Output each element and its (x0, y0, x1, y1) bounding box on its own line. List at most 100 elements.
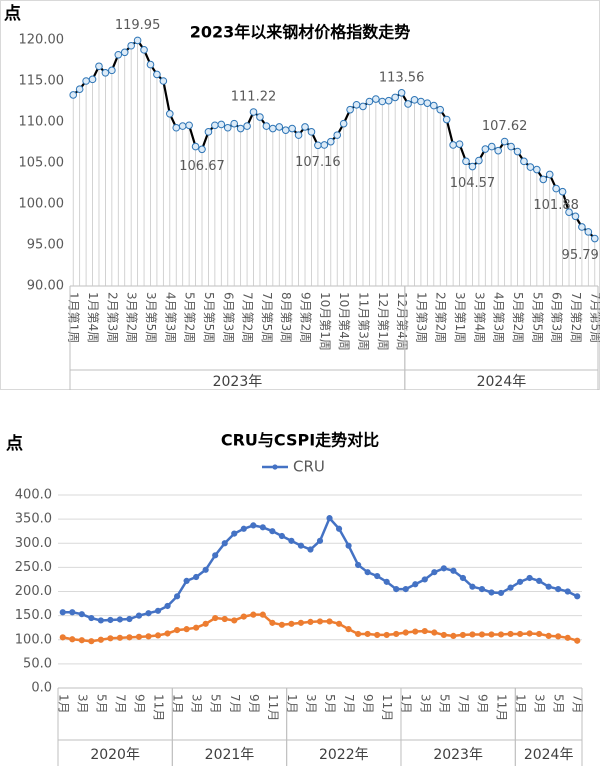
marker (250, 522, 257, 529)
y-tick-label: 50.0 (23, 656, 52, 671)
marker (355, 561, 362, 569)
data-label: 111.22 (231, 89, 277, 104)
marker (481, 145, 490, 153)
y-tick-label: 400.0 (15, 488, 52, 503)
marker (497, 589, 505, 597)
marker (431, 629, 438, 636)
marker (478, 585, 486, 593)
marker (364, 569, 371, 576)
marker (178, 122, 187, 130)
legend-marker (272, 464, 278, 470)
marker (108, 66, 116, 75)
marker (507, 630, 514, 638)
marker (440, 565, 447, 572)
x-tick-label: 9月 (475, 694, 489, 714)
marker (140, 46, 148, 54)
x-tick-label: 5月第5周 (202, 292, 216, 343)
marker (135, 633, 143, 640)
marker (590, 234, 599, 243)
marker (383, 631, 390, 639)
marker (183, 577, 190, 584)
marker (243, 122, 251, 130)
marker (297, 619, 305, 626)
marker (539, 175, 548, 184)
x-tick-label: 10月第1周 (318, 292, 332, 351)
marker (204, 128, 213, 136)
marker (374, 631, 381, 639)
x-tick-label: 5月 (552, 694, 566, 714)
marker (404, 100, 412, 108)
marker (153, 70, 161, 79)
x-tick-label: 3月第2周 (125, 292, 139, 343)
marker (262, 122, 271, 130)
x-tick-label: 9月 (361, 694, 375, 714)
marker (82, 77, 90, 85)
y-tick-label: 350.0 (15, 512, 52, 527)
marker (294, 131, 303, 139)
marker (126, 634, 133, 641)
marker (507, 584, 514, 591)
marker (383, 578, 390, 585)
x-tick-label: 1月第3周 (414, 292, 428, 343)
x-tick-label: 3月 (533, 694, 547, 714)
x-group-label: 2023年 (213, 374, 263, 390)
x-tick-label: 1月 (285, 694, 299, 714)
marker (316, 618, 324, 625)
marker (164, 630, 171, 637)
marker (202, 620, 209, 627)
marker (240, 613, 247, 620)
marker (455, 140, 464, 148)
y-tick-label: 0.0 (31, 681, 52, 696)
marker (423, 99, 432, 107)
data-label: 95.79 (562, 248, 599, 263)
marker (410, 96, 419, 104)
x-tick-label: 1月 (56, 694, 70, 714)
marker (114, 50, 123, 59)
marker (421, 576, 428, 583)
x-tick-label: 7月 (342, 694, 356, 714)
x-tick-label: 11月 (266, 694, 280, 721)
marker (526, 163, 535, 171)
x-tick-label: 1月第4周 (86, 292, 100, 343)
y-tick-label: 150.0 (15, 608, 52, 623)
x-tick-label: 9月 (247, 694, 261, 714)
marker (231, 530, 238, 537)
marker (259, 524, 266, 531)
x-tick-label: 5月第2周 (183, 292, 197, 343)
marker (307, 128, 316, 136)
marker (250, 611, 257, 618)
marker (355, 630, 362, 638)
x-tick-label: 1月 (514, 694, 528, 714)
x-tick-label: 3月第5周 (144, 292, 158, 343)
marker (335, 620, 343, 627)
marker (364, 630, 371, 638)
chart-title: 2023年以来钢材价格指数走势 (190, 23, 411, 42)
marker (384, 96, 393, 105)
marker (173, 627, 181, 634)
marker (412, 581, 419, 588)
marker (230, 119, 238, 128)
x-tick-label: 7月第5周 (588, 292, 600, 343)
marker (578, 223, 586, 231)
marker (275, 123, 284, 131)
x-group-label: 2024年 (477, 374, 527, 390)
x-tick-label: 2月第2周 (434, 292, 448, 343)
marker (545, 632, 552, 639)
marker (574, 593, 581, 600)
marker (172, 123, 181, 132)
marker (516, 630, 524, 638)
x-tick-label: 12月第4周 (395, 292, 409, 351)
marker (431, 569, 438, 576)
marker (145, 633, 152, 640)
marker (116, 616, 124, 623)
marker (497, 631, 505, 638)
y-tick-label: 105.00 (19, 156, 65, 171)
marker (450, 567, 457, 574)
marker (436, 105, 445, 114)
x-tick-label: 3月第4周 (472, 292, 486, 343)
marker (59, 634, 66, 641)
marker (555, 633, 562, 640)
marker (459, 631, 467, 639)
marker (494, 146, 502, 155)
marker (326, 137, 335, 146)
